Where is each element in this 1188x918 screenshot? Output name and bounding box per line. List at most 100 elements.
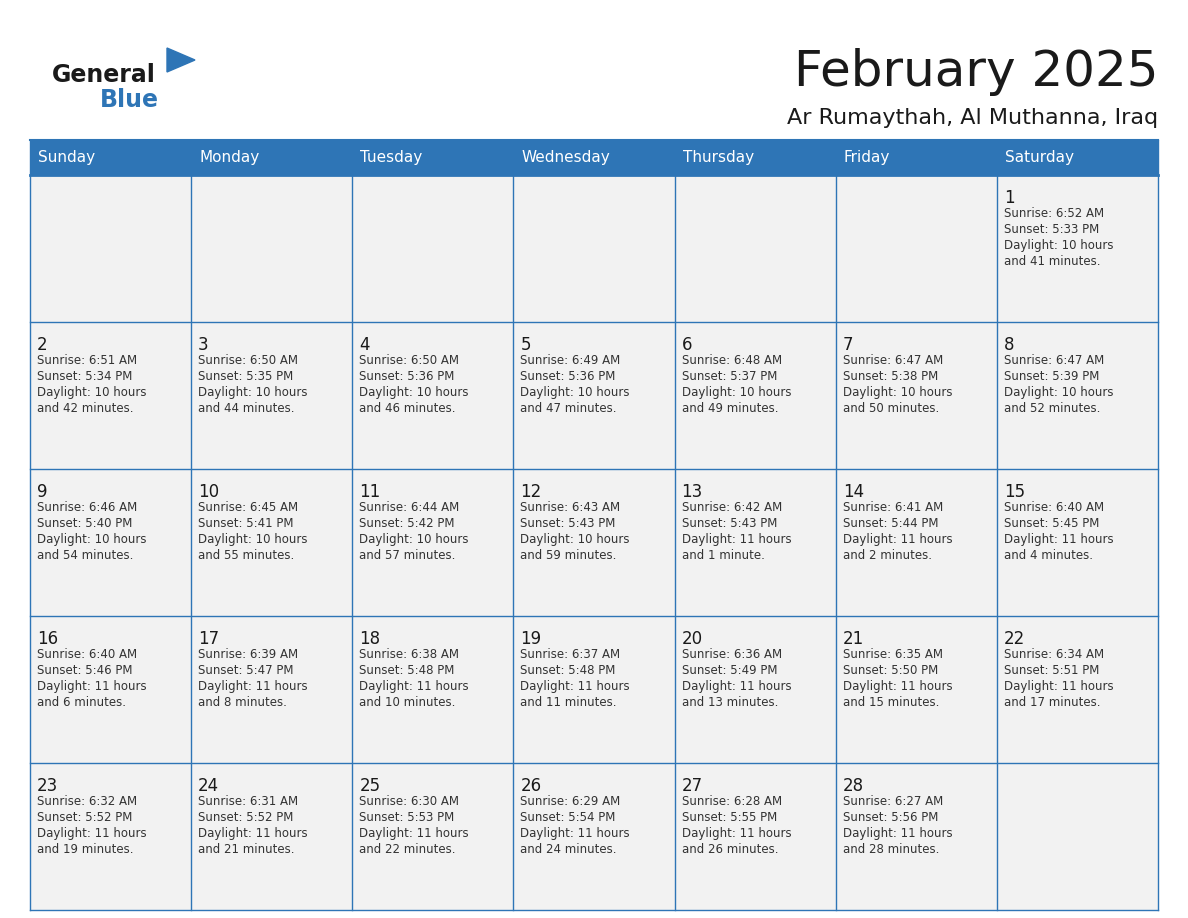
Bar xyxy=(191,140,353,175)
Text: Daylight: 10 hours: Daylight: 10 hours xyxy=(682,386,791,399)
Text: Sunset: 5:54 PM: Sunset: 5:54 PM xyxy=(520,811,615,824)
Bar xyxy=(30,175,191,322)
Text: Sunrise: 6:35 AM: Sunrise: 6:35 AM xyxy=(842,648,943,661)
Text: 26: 26 xyxy=(520,777,542,795)
Bar xyxy=(675,469,835,616)
Text: Sunset: 5:51 PM: Sunset: 5:51 PM xyxy=(1004,664,1099,677)
Bar xyxy=(513,763,675,910)
Text: Sunset: 5:34 PM: Sunset: 5:34 PM xyxy=(37,370,132,383)
Bar xyxy=(675,322,835,469)
Text: 17: 17 xyxy=(198,630,220,648)
Text: 2: 2 xyxy=(37,336,48,354)
Text: Sunrise: 6:39 AM: Sunrise: 6:39 AM xyxy=(198,648,298,661)
Text: Sunset: 5:47 PM: Sunset: 5:47 PM xyxy=(198,664,293,677)
Bar xyxy=(191,469,353,616)
Text: Sunrise: 6:31 AM: Sunrise: 6:31 AM xyxy=(198,795,298,808)
Text: 21: 21 xyxy=(842,630,864,648)
Text: February 2025: February 2025 xyxy=(794,48,1158,96)
Text: Sunset: 5:46 PM: Sunset: 5:46 PM xyxy=(37,664,133,677)
Text: and 57 minutes.: and 57 minutes. xyxy=(359,549,456,562)
Text: and 49 minutes.: and 49 minutes. xyxy=(682,402,778,415)
Text: and 28 minutes.: and 28 minutes. xyxy=(842,843,939,856)
Text: Daylight: 10 hours: Daylight: 10 hours xyxy=(520,533,630,546)
Text: Sunset: 5:35 PM: Sunset: 5:35 PM xyxy=(198,370,293,383)
Text: Daylight: 11 hours: Daylight: 11 hours xyxy=(520,680,630,693)
Text: 9: 9 xyxy=(37,483,48,501)
Text: Sunrise: 6:50 AM: Sunrise: 6:50 AM xyxy=(359,354,460,367)
Text: Ar Rumaythah, Al Muthanna, Iraq: Ar Rumaythah, Al Muthanna, Iraq xyxy=(786,108,1158,128)
Text: 1: 1 xyxy=(1004,189,1015,207)
Text: 5: 5 xyxy=(520,336,531,354)
Text: 22: 22 xyxy=(1004,630,1025,648)
Bar xyxy=(353,616,513,763)
Bar xyxy=(30,763,191,910)
Bar xyxy=(835,616,997,763)
Bar xyxy=(997,322,1158,469)
Text: General: General xyxy=(52,63,156,87)
Text: Sunset: 5:33 PM: Sunset: 5:33 PM xyxy=(1004,223,1099,236)
Text: and 22 minutes.: and 22 minutes. xyxy=(359,843,456,856)
Text: Sunset: 5:48 PM: Sunset: 5:48 PM xyxy=(359,664,455,677)
Bar xyxy=(353,763,513,910)
Text: Daylight: 10 hours: Daylight: 10 hours xyxy=(359,386,469,399)
Text: Daylight: 11 hours: Daylight: 11 hours xyxy=(198,680,308,693)
Text: Sunset: 5:36 PM: Sunset: 5:36 PM xyxy=(359,370,455,383)
Bar xyxy=(513,140,675,175)
Text: 28: 28 xyxy=(842,777,864,795)
Polygon shape xyxy=(168,48,195,72)
Text: Wednesday: Wednesday xyxy=(522,150,611,165)
Text: 12: 12 xyxy=(520,483,542,501)
Text: and 42 minutes.: and 42 minutes. xyxy=(37,402,133,415)
Text: Sunrise: 6:49 AM: Sunrise: 6:49 AM xyxy=(520,354,620,367)
Bar xyxy=(675,140,835,175)
Text: Daylight: 11 hours: Daylight: 11 hours xyxy=(682,680,791,693)
Bar xyxy=(353,322,513,469)
Text: Sunrise: 6:52 AM: Sunrise: 6:52 AM xyxy=(1004,207,1104,220)
Bar xyxy=(353,140,513,175)
Text: Daylight: 11 hours: Daylight: 11 hours xyxy=(842,680,953,693)
Text: Sunrise: 6:40 AM: Sunrise: 6:40 AM xyxy=(1004,501,1104,514)
Text: 7: 7 xyxy=(842,336,853,354)
Text: Sunrise: 6:28 AM: Sunrise: 6:28 AM xyxy=(682,795,782,808)
Text: Sunrise: 6:45 AM: Sunrise: 6:45 AM xyxy=(198,501,298,514)
Text: Sunset: 5:44 PM: Sunset: 5:44 PM xyxy=(842,517,939,530)
Text: Sunset: 5:48 PM: Sunset: 5:48 PM xyxy=(520,664,615,677)
Bar xyxy=(30,469,191,616)
Text: and 44 minutes.: and 44 minutes. xyxy=(198,402,295,415)
Text: and 17 minutes.: and 17 minutes. xyxy=(1004,696,1100,709)
Text: 15: 15 xyxy=(1004,483,1025,501)
Bar xyxy=(675,175,835,322)
Text: Sunrise: 6:44 AM: Sunrise: 6:44 AM xyxy=(359,501,460,514)
Text: Sunset: 5:56 PM: Sunset: 5:56 PM xyxy=(842,811,939,824)
Bar xyxy=(997,763,1158,910)
Text: Sunrise: 6:32 AM: Sunrise: 6:32 AM xyxy=(37,795,137,808)
Text: Sunset: 5:41 PM: Sunset: 5:41 PM xyxy=(198,517,293,530)
Bar xyxy=(997,469,1158,616)
Text: Daylight: 11 hours: Daylight: 11 hours xyxy=(842,827,953,840)
Text: Daylight: 10 hours: Daylight: 10 hours xyxy=(1004,386,1113,399)
Text: 13: 13 xyxy=(682,483,703,501)
Text: and 19 minutes.: and 19 minutes. xyxy=(37,843,133,856)
Text: Blue: Blue xyxy=(100,88,159,112)
Text: and 6 minutes.: and 6 minutes. xyxy=(37,696,126,709)
Text: 8: 8 xyxy=(1004,336,1015,354)
Text: 20: 20 xyxy=(682,630,702,648)
Text: 4: 4 xyxy=(359,336,369,354)
Text: Daylight: 10 hours: Daylight: 10 hours xyxy=(198,386,308,399)
Text: Daylight: 11 hours: Daylight: 11 hours xyxy=(37,827,146,840)
Text: Sunrise: 6:42 AM: Sunrise: 6:42 AM xyxy=(682,501,782,514)
Text: Friday: Friday xyxy=(843,150,890,165)
Text: Sunrise: 6:40 AM: Sunrise: 6:40 AM xyxy=(37,648,137,661)
Text: and 46 minutes.: and 46 minutes. xyxy=(359,402,456,415)
Text: Sunrise: 6:37 AM: Sunrise: 6:37 AM xyxy=(520,648,620,661)
Text: Sunset: 5:39 PM: Sunset: 5:39 PM xyxy=(1004,370,1099,383)
Text: 6: 6 xyxy=(682,336,693,354)
Text: Sunrise: 6:47 AM: Sunrise: 6:47 AM xyxy=(842,354,943,367)
Bar xyxy=(835,763,997,910)
Text: and 50 minutes.: and 50 minutes. xyxy=(842,402,939,415)
Bar xyxy=(835,469,997,616)
Text: Daylight: 10 hours: Daylight: 10 hours xyxy=(359,533,469,546)
Bar xyxy=(191,175,353,322)
Text: Sunset: 5:53 PM: Sunset: 5:53 PM xyxy=(359,811,455,824)
Text: Daylight: 11 hours: Daylight: 11 hours xyxy=(37,680,146,693)
